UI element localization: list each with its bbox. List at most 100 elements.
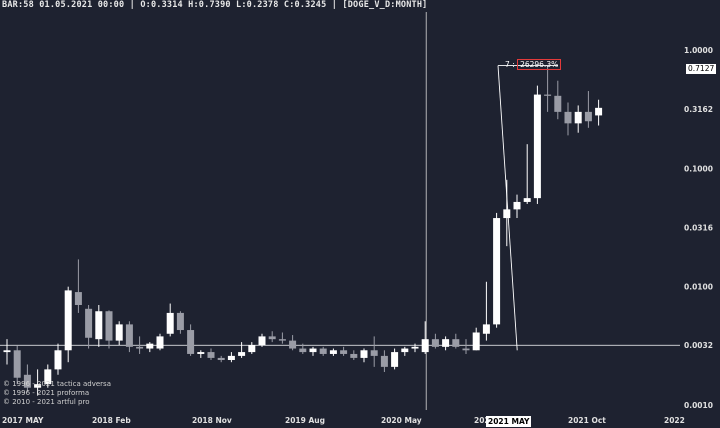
candle-body xyxy=(217,357,225,361)
copyright-line-1: © 1996 - 2021 tactica adversa xyxy=(3,380,111,388)
candle xyxy=(401,346,409,356)
candle xyxy=(115,321,123,346)
candle xyxy=(574,105,582,133)
candle-body xyxy=(523,198,531,202)
candle xyxy=(197,350,205,358)
candle-body xyxy=(268,336,276,340)
candle xyxy=(452,333,460,349)
x-tick-label: 2019 Aug xyxy=(285,416,325,425)
candle-body xyxy=(74,292,82,305)
candle xyxy=(319,346,327,356)
candle xyxy=(136,336,144,354)
candle xyxy=(64,286,72,363)
candle-body xyxy=(360,350,368,358)
ohlc-values: O:0.3314 H:0.7390 L:0.2378 C:0.3245 xyxy=(140,0,327,10)
candle-body xyxy=(34,384,42,388)
candle xyxy=(544,65,552,112)
candle xyxy=(3,339,11,365)
candle-body xyxy=(227,355,235,361)
candle-body xyxy=(350,353,358,358)
candle-body xyxy=(299,348,307,353)
candle-body xyxy=(584,111,592,122)
candle-body xyxy=(482,324,490,334)
candle xyxy=(554,80,562,120)
candle xyxy=(95,304,103,347)
axes: 1.0000 0.3162 0.1000 0.0316 0.0100 0.0032 0.00… xyxy=(2,46,713,425)
candle xyxy=(523,144,531,204)
candle-body xyxy=(166,312,174,334)
candle-body xyxy=(554,95,562,112)
y-tick-label: 0.0316 xyxy=(684,224,713,233)
candle-body xyxy=(309,348,317,353)
candle-body xyxy=(136,346,144,349)
candles xyxy=(3,65,603,396)
candle-body xyxy=(156,336,164,349)
candle xyxy=(340,346,348,356)
candle xyxy=(187,324,195,356)
candle xyxy=(380,350,388,373)
candle-body xyxy=(85,308,93,338)
candle-body xyxy=(533,94,541,199)
candle xyxy=(34,369,42,396)
candle xyxy=(176,311,184,334)
candle xyxy=(564,102,572,136)
candle-body xyxy=(595,107,603,116)
candle xyxy=(472,327,480,351)
candle-body xyxy=(564,111,572,124)
x-tick-label: 2017 MAY xyxy=(2,416,44,425)
candle xyxy=(360,348,368,363)
candle xyxy=(268,331,276,343)
symbol-label: [DOGE_V_D:MONTH] xyxy=(342,0,428,10)
candle-body xyxy=(462,348,470,351)
candle xyxy=(227,352,235,363)
x-tick-label: 2018 Nov xyxy=(192,416,232,425)
candle-body xyxy=(258,336,266,346)
candle xyxy=(493,212,501,328)
y-tick-label: 0.3162 xyxy=(684,105,713,114)
candle xyxy=(482,281,490,341)
candle xyxy=(146,342,154,353)
candle-body xyxy=(146,343,154,349)
candle xyxy=(289,335,297,351)
candle xyxy=(85,304,93,349)
candle-body xyxy=(197,352,205,354)
candle-body xyxy=(289,340,297,349)
candle xyxy=(411,343,419,353)
candle xyxy=(44,364,52,388)
bar-datetime: 01.05.2021 00:00 xyxy=(39,0,125,10)
candle-body xyxy=(370,350,378,356)
candle-body xyxy=(95,311,103,340)
candle-body xyxy=(13,350,21,378)
candle xyxy=(350,350,358,361)
candle xyxy=(391,348,399,370)
y-tick-label: 1.0000 xyxy=(684,46,713,55)
chart-header: BAR:58 01.05.2021 00:00 | O:0.3314 H:0.7… xyxy=(2,0,428,10)
candle xyxy=(370,336,378,367)
candle-body xyxy=(207,352,215,358)
x-tick-label: 2018 Feb xyxy=(92,416,131,425)
candle xyxy=(125,321,133,353)
candle-body xyxy=(442,339,450,347)
candle xyxy=(13,345,21,385)
x-tick-label: 2020 May xyxy=(381,416,422,425)
y-tick-label: 0.0010 xyxy=(684,401,713,410)
trend-line xyxy=(497,65,518,351)
y-tick-label: 0.0100 xyxy=(684,283,713,292)
chart-grid xyxy=(0,12,680,410)
candle-body xyxy=(3,350,11,353)
last-price-label: 0.7127 xyxy=(686,64,717,74)
candle-body xyxy=(248,345,256,353)
candle-body xyxy=(319,348,327,354)
annotation-value: 26296.3% xyxy=(517,59,562,70)
candle-body xyxy=(493,218,501,325)
candle xyxy=(533,85,541,204)
x-tick-label: 2022 xyxy=(664,416,685,425)
candle xyxy=(278,332,286,344)
candle-body xyxy=(340,350,348,354)
candle-body xyxy=(503,209,511,219)
candle-body xyxy=(380,355,388,367)
annotation-index: 7 xyxy=(505,60,510,69)
candle-body xyxy=(411,346,419,349)
candle-body xyxy=(64,290,72,351)
